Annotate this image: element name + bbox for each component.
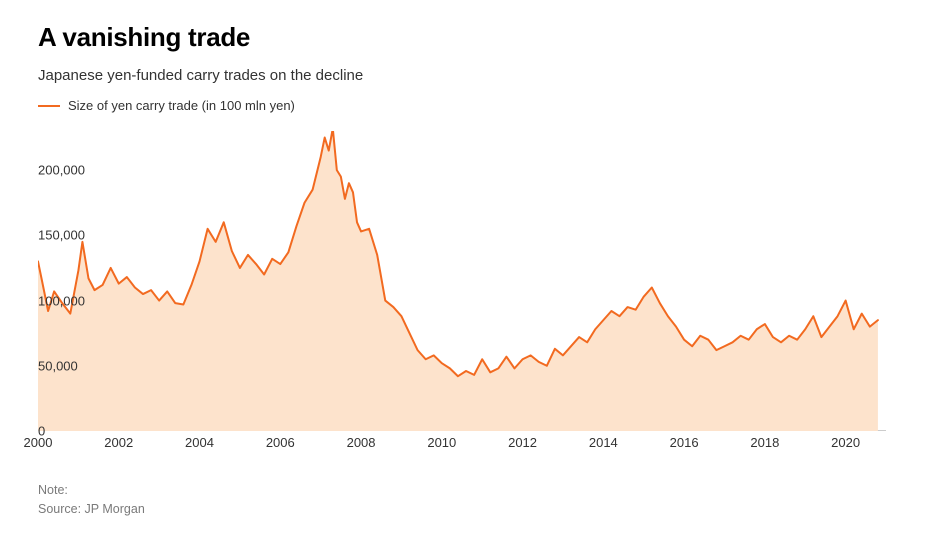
y-tick-label: 100,000 [38,293,44,308]
x-tick-label: 2016 [670,435,699,450]
y-tick-label: 50,000 [38,358,44,373]
note-label: Note: [38,481,887,500]
y-tick-label: 200,000 [38,163,44,178]
chart-subtitle: Japanese yen-funded carry trades on the … [38,67,887,84]
plot-svg [38,131,886,431]
source-label: Source: JP Morgan [38,500,887,519]
x-tick-label: 2006 [266,435,295,450]
series-area [38,131,878,431]
legend-swatch [38,105,60,107]
x-tick-label: 2010 [427,435,456,450]
x-tick-label: 2004 [185,435,214,450]
chart-footer: Note: Source: JP Morgan [38,481,887,519]
x-tick-label: 2000 [24,435,53,450]
chart-container: A vanishing trade Japanese yen-funded ca… [0,0,925,534]
x-axis-labels: 2000200220042006200820102012201420162018… [38,431,886,453]
x-tick-label: 2012 [508,435,537,450]
legend: Size of yen carry trade (in 100 mln yen) [38,98,887,113]
legend-label: Size of yen carry trade (in 100 mln yen) [68,98,295,113]
x-tick-label: 2002 [104,435,133,450]
x-tick-label: 2018 [750,435,779,450]
chart-title: A vanishing trade [38,22,887,53]
x-tick-label: 2008 [347,435,376,450]
x-tick-label: 2014 [589,435,618,450]
plot-area: 050,000100,000150,000200,000 [38,131,886,431]
x-tick-label: 2020 [831,435,860,450]
y-tick-label: 150,000 [38,228,44,243]
